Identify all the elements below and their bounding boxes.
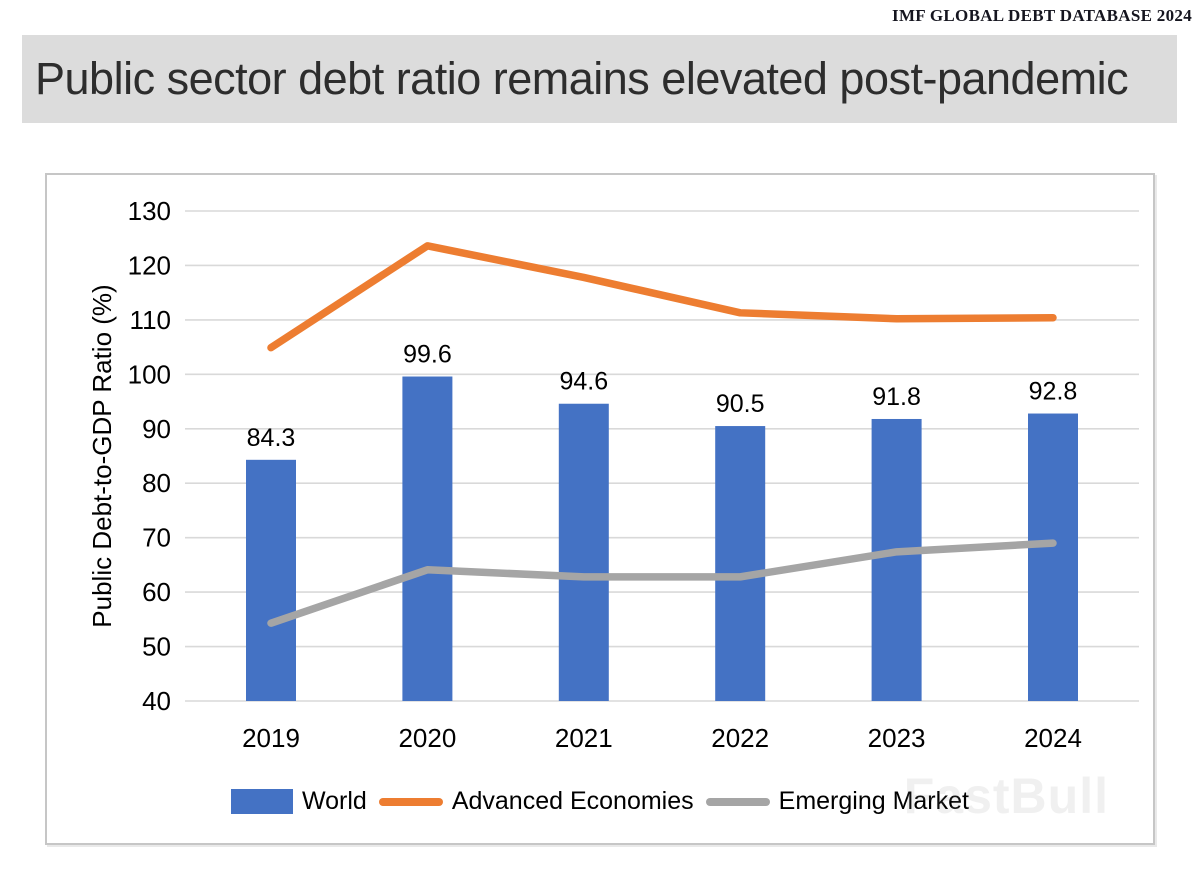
legend-item-world: World — [230, 787, 367, 816]
x-tick-label-2019: 2019 — [242, 723, 300, 753]
world-bar-swatch — [230, 789, 293, 814]
y-tick-label-40: 40 — [142, 686, 171, 716]
bar-2022 — [715, 426, 766, 701]
y-tick-label-70: 70 — [142, 523, 171, 553]
title-bar: Public sector debt ratio remains elevate… — [22, 35, 1177, 123]
legend-label-emerging-market: Emerging Market — [778, 787, 969, 815]
bar-value-label-2019: 84.3 — [247, 424, 296, 452]
legend-item-advanced-economies: Advanced Economies — [378, 787, 694, 816]
line-emerging-market — [267, 539, 1057, 627]
line-advanced-economies — [267, 242, 1057, 352]
emerging-market-line-swatch — [705, 797, 770, 806]
advanced-economies-line-swatch — [378, 797, 443, 806]
bar-value-label-2020: 99.6 — [403, 341, 452, 369]
y-tick-label-90: 90 — [142, 414, 171, 444]
x-tick-label-2021: 2021 — [555, 723, 613, 753]
bar-value-label-2023: 91.8 — [872, 383, 921, 411]
y-tick-label-110: 110 — [130, 305, 171, 335]
bar-2024 — [1028, 413, 1078, 701]
bar-value-label-2024: 92.8 — [1029, 378, 1078, 406]
y-tick-label-130: 130 — [128, 196, 171, 226]
x-tick-label-2023: 2023 — [868, 723, 926, 753]
legend-label-world: World — [301, 787, 367, 815]
y-axis-title: Public Debt-to-GDP Ratio (%) — [87, 284, 117, 627]
y-tick-label-80: 80 — [142, 468, 171, 498]
y-tick-label-60: 60 — [142, 577, 171, 607]
x-tick-label-2020: 2020 — [398, 723, 456, 753]
legend-label-advanced-economies: Advanced Economies — [451, 787, 694, 815]
chart-panel: 40 50 60 70 80 90 100 110 120 130 Public Debt-to-G… — [45, 173, 1155, 845]
page-title: Public sector debt ratio remains elevate… — [35, 53, 1129, 104]
chart-svg: 40 50 60 70 80 90 100 110 120 130 Public Debt-to-G… — [87, 196, 1139, 753]
x-tick-label-2022: 2022 — [711, 723, 769, 753]
x-tick-label-2024: 2024 — [1024, 723, 1082, 753]
legend-item-emerging-market: Emerging Market — [705, 787, 969, 816]
bar-2019 — [246, 459, 296, 701]
bar-value-label-2022: 90.5 — [716, 390, 765, 418]
bar-2020 — [402, 376, 453, 701]
y-tick-label-50: 50 — [142, 632, 171, 662]
source-attribution: IMF GLOBAL DEBT DATABASE 2024 — [892, 6, 1192, 25]
y-tick-label-100: 100 — [128, 359, 171, 389]
y-tick-label-120: 120 — [128, 250, 171, 280]
bar-value-label-2021: 94.6 — [559, 368, 608, 396]
bar-2021 — [558, 403, 609, 701]
bar-2023 — [871, 418, 922, 701]
chart-legend: World Advanced Economies Emerging Market — [47, 787, 1153, 816]
